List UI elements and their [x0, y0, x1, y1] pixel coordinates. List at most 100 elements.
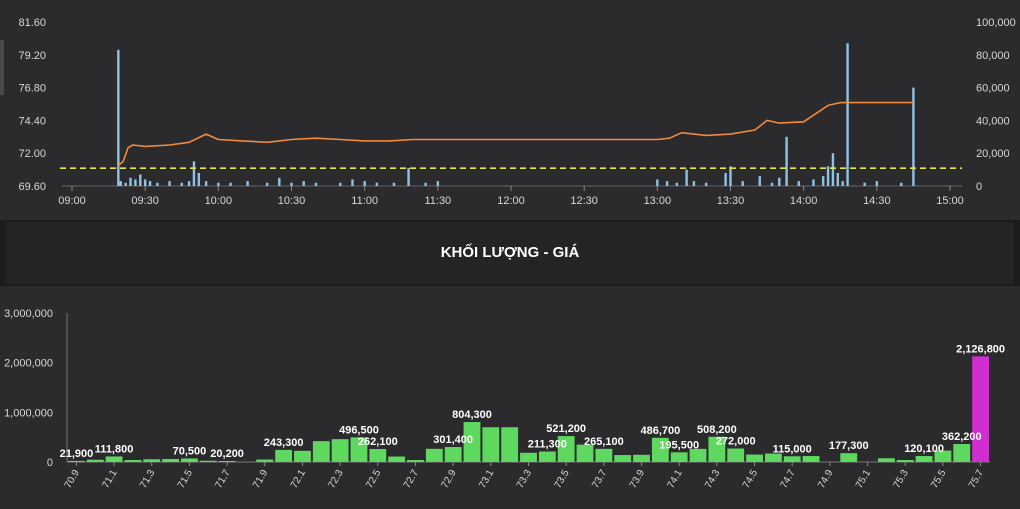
price-axis-tick: 79.20 [18, 50, 46, 62]
price-volume-chart: 81.60 79.20 76.80 74.40 72.00 69.60 100,000 80,… [18, 17, 1016, 207]
volume-bar [675, 182, 679, 186]
highlight-bar [972, 356, 989, 462]
x-axis-tick: 75.7 [967, 468, 986, 491]
volume-bar [692, 181, 696, 186]
volume-price-bar [915, 456, 933, 462]
volume-bar [139, 174, 142, 186]
volume-price-bar [68, 460, 85, 462]
volume-price-bar [896, 460, 914, 462]
bar-data-label: 262,100 [358, 436, 398, 448]
volume-price-bar [670, 452, 688, 462]
time-axis-tick: 12:00 [497, 195, 525, 207]
time-axis-tick: 09:30 [131, 195, 159, 207]
volume-price-bar [557, 436, 575, 462]
time-axis-tick: 11:00 [351, 195, 378, 207]
volume-bar [841, 181, 844, 186]
x-axis-tick: 72.7 [402, 468, 421, 491]
volume-bar [770, 182, 774, 186]
volume-price-bar [783, 456, 801, 462]
price-axis-tick: 69.60 [18, 181, 46, 193]
volume-price-bar [840, 453, 858, 462]
volume-bar [831, 153, 835, 186]
volume-price-bar [444, 447, 462, 462]
volume-bar [363, 181, 366, 186]
x-axis-tick: 74.3 [703, 468, 722, 491]
volume-bar [168, 181, 171, 186]
volume-axis-tick: 40,000 [976, 115, 1010, 127]
volume-bar [119, 181, 122, 186]
y-axis-tick: 1,000,000 [4, 407, 53, 419]
volume-bar [278, 177, 281, 186]
x-axis-tick: 74.1 [666, 468, 685, 491]
volume-axis-tick: 0 [976, 181, 982, 193]
x-axis-tick: 73.3 [515, 468, 534, 491]
x-axis-tick: 73.5 [553, 468, 572, 491]
time-axis-tick: 15:00 [936, 195, 964, 207]
volume-axis-tick: 100,000 [976, 17, 1016, 29]
price-axis-tick: 81.60 [18, 17, 46, 29]
bar-data-label: 486,700 [640, 425, 680, 437]
volume-price-bar [764, 453, 782, 462]
x-axis-tick: 73.7 [590, 468, 609, 491]
volume-bar [197, 172, 201, 186]
volume-bar [204, 181, 208, 186]
volume-price-bar [86, 459, 104, 462]
bar-data-label: 20,200 [210, 448, 244, 460]
x-axis-tick: 75.5 [929, 468, 948, 491]
bar-data-label: 115,000 [773, 443, 812, 455]
volume-bar [812, 179, 815, 186]
volume-bar [656, 179, 659, 186]
volume-bar [424, 182, 427, 186]
volume-price-bar [218, 460, 236, 462]
volume-bar [436, 181, 440, 186]
volume-bar [729, 166, 732, 186]
y-axis-tick: 3,000,000 [4, 308, 53, 320]
x-axis-tick: 75.3 [892, 468, 911, 491]
x-axis-tick: 71.3 [138, 468, 157, 491]
volume-price-bar [802, 456, 820, 462]
x-axis-tick: 71.7 [213, 468, 232, 491]
volume-price-bar [727, 448, 745, 462]
volume-bar [407, 167, 410, 186]
bar-data-label: 195,500 [659, 439, 699, 451]
price-axis-tick: 74.40 [18, 115, 46, 127]
section-header: KHỐI LƯỢNG - GIÁ [6, 222, 1014, 284]
volume-bar [339, 182, 342, 186]
y-axis-tick: 0 [47, 457, 53, 469]
volume-bar [758, 176, 761, 186]
volume-price-bar [877, 458, 895, 462]
volume-bar [192, 161, 196, 186]
price-axis-tick: 72.00 [18, 148, 46, 160]
volume-price-bar [595, 448, 613, 462]
volume-bar [375, 182, 379, 186]
volume-price-bar [651, 437, 669, 462]
volume-bar [265, 182, 269, 186]
bar-data-label: 265,100 [584, 436, 624, 448]
volume-price-bar [746, 454, 763, 462]
volume-bar [117, 49, 120, 186]
volume-bar [143, 179, 147, 186]
volume-price-bar [369, 448, 387, 462]
volume-price-bar [708, 436, 726, 462]
volume-price-bar [199, 460, 217, 462]
volume-price-bar [633, 454, 650, 462]
volume-bar [741, 181, 744, 186]
x-axis-tick: 72.3 [326, 468, 345, 491]
volume-price-bar [689, 448, 707, 462]
volume-price-bar [463, 422, 481, 462]
volume-bar [392, 182, 396, 186]
x-axis-tick: 70.9 [63, 468, 82, 491]
volume-bar [826, 166, 830, 186]
bar-data-label: 804,300 [452, 409, 492, 421]
volume-by-price-panel: 3,000,000 2,000,000 1,000,000 0 21,900 111,80… [0, 286, 1020, 509]
bar-data-label: 362,200 [942, 431, 982, 443]
volume-bar [148, 181, 152, 186]
bar-data-label: 111,800 [95, 443, 134, 455]
volume-bar [863, 182, 866, 186]
volume-price-bar [275, 449, 293, 462]
volume-price-bar [614, 455, 632, 462]
volume-price-bar [482, 427, 500, 462]
volume-price-bar [953, 444, 971, 462]
volume-axis-tick: 80,000 [976, 50, 1010, 62]
panel-edge-accent [0, 40, 4, 95]
